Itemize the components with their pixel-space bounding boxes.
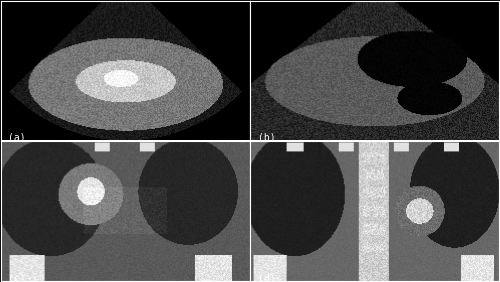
Text: (c): (c) — [8, 273, 26, 282]
Text: (b): (b) — [258, 132, 276, 142]
Text: (d): (d) — [258, 273, 276, 282]
Text: (a): (a) — [8, 132, 26, 142]
